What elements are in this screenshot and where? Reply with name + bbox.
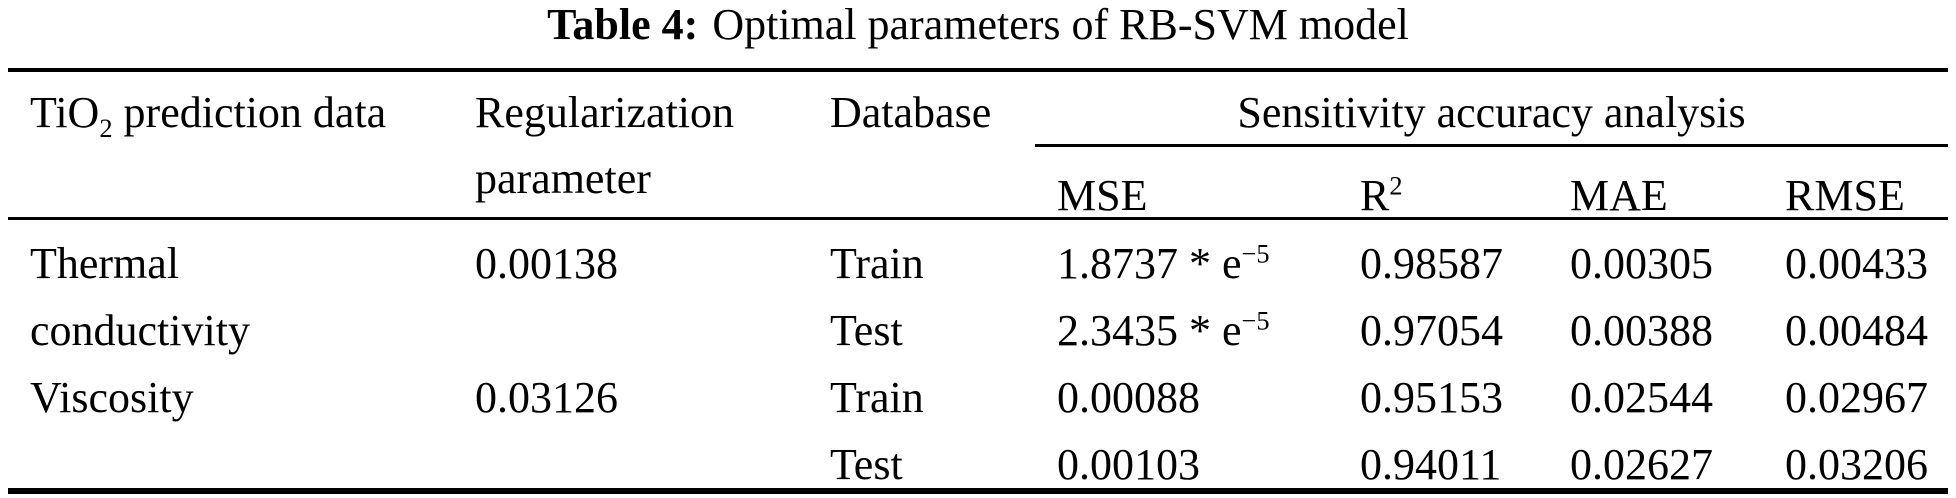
cell-r2: 0.94011 — [1360, 439, 1502, 489]
tio2-subscript: 2 — [99, 112, 113, 143]
cell-reg-param: 0.00138 — [453, 216, 808, 354]
cell-mse: 0.00088 — [1057, 372, 1200, 422]
col-header-regularization-parameter: Regularization parameter — [453, 70, 808, 218]
cell-rmse: 0.03206 — [1785, 439, 1928, 489]
rmse-label: RMSE — [1785, 170, 1905, 220]
cell-rmse: 0.00433 — [1763, 216, 1948, 288]
table-row-viscosity-train: Viscosity 0.03126 Train 0.00088 0.95153 … — [8, 354, 1948, 422]
mae-label: MAE — [1570, 170, 1668, 220]
cell-r2: 0.95153 — [1360, 372, 1503, 422]
regularization-parameter-label: Regularization parameter — [475, 88, 735, 203]
cell-mae: 0.02544 — [1570, 372, 1713, 422]
cell-r2: 0.98587 — [1338, 216, 1548, 288]
cell-database: Train — [808, 216, 1035, 288]
col-header-mse: MSE — [1035, 145, 1338, 220]
cell-mse: 0.00103 — [1057, 439, 1200, 489]
table-row-thermal-test: Test 2.3435 * e−5 0.97054 0.00388 0.0048… — [8, 287, 1948, 355]
parameters-table: TiO2 prediction data Regularization para… — [8, 68, 1948, 494]
prediction-line-1: Thermal — [30, 238, 180, 288]
mse-exponent: −5 — [1241, 237, 1270, 268]
cell-database: Test — [830, 439, 903, 489]
tio2-base: TiO — [30, 88, 100, 137]
col-header-database: Database — [808, 70, 1035, 218]
r2-base: R — [1360, 170, 1390, 220]
table-caption: Table 4: Optimal parameters of RB-SVM mod… — [0, 0, 1956, 50]
header-row-metrics: MSE R2 MAE RMSE — [8, 145, 1948, 220]
col-header-r2: R2 — [1338, 145, 1548, 220]
col-header-prediction-data: TiO2 prediction data — [8, 70, 453, 218]
header-row-top: TiO2 prediction data Regularization para… — [8, 70, 1948, 203]
table-body: Thermal conductivity 0.00138 Train 1.8737… — [8, 216, 1948, 491]
cell-mse: 2.3435 * e−5 — [1057, 304, 1270, 355]
table-row-thermal-train: Thermal conductivity 0.00138 Train 1.8737… — [8, 216, 1948, 355]
cell-mae: 0.02627 — [1570, 439, 1713, 489]
col-header-mae: MAE — [1548, 145, 1763, 220]
cell-mae: 0.00305 — [1548, 216, 1763, 288]
col-header-rmse: RMSE — [1763, 145, 1948, 220]
cell-rmse: 0.00484 — [1785, 305, 1928, 355]
table-row-viscosity-test: Test 0.00103 0.94011 0.02627 0.03206 — [8, 421, 1948, 491]
prediction-data-label: prediction data — [112, 88, 387, 137]
table-header: TiO2 prediction data Regularization para… — [8, 70, 1948, 220]
cell-mse: 1.8737 * e−5 — [1035, 216, 1338, 288]
sensitivity-analysis-label: Sensitivity accuracy analysis — [1237, 88, 1746, 137]
prediction-line-2: conductivity — [30, 305, 250, 355]
cell-rmse: 0.02967 — [1785, 372, 1928, 422]
cell-prediction-viscosity: Viscosity — [8, 354, 453, 491]
col-header-sensitivity-analysis: Sensitivity accuracy analysis — [1035, 70, 1948, 147]
mse-label: MSE — [1057, 170, 1148, 220]
cell-database: Train — [830, 372, 924, 422]
cell-prediction-thermal-conductivity: Thermal conductivity — [8, 216, 453, 355]
cell-r2: 0.97054 — [1360, 305, 1503, 355]
cell-database: Test — [830, 305, 903, 355]
r2-superscript: 2 — [1389, 169, 1403, 200]
database-label: Database — [830, 88, 992, 137]
cell-reg-param: 0.03126 — [475, 372, 618, 422]
cell-mae: 0.00388 — [1570, 305, 1713, 355]
caption-label: Table 4: — [547, 0, 699, 49]
prediction-line-1: Viscosity — [30, 372, 194, 422]
caption-text: Optimal parameters of RB-SVM model — [712, 0, 1409, 49]
mse-exponent: −5 — [1241, 304, 1270, 335]
